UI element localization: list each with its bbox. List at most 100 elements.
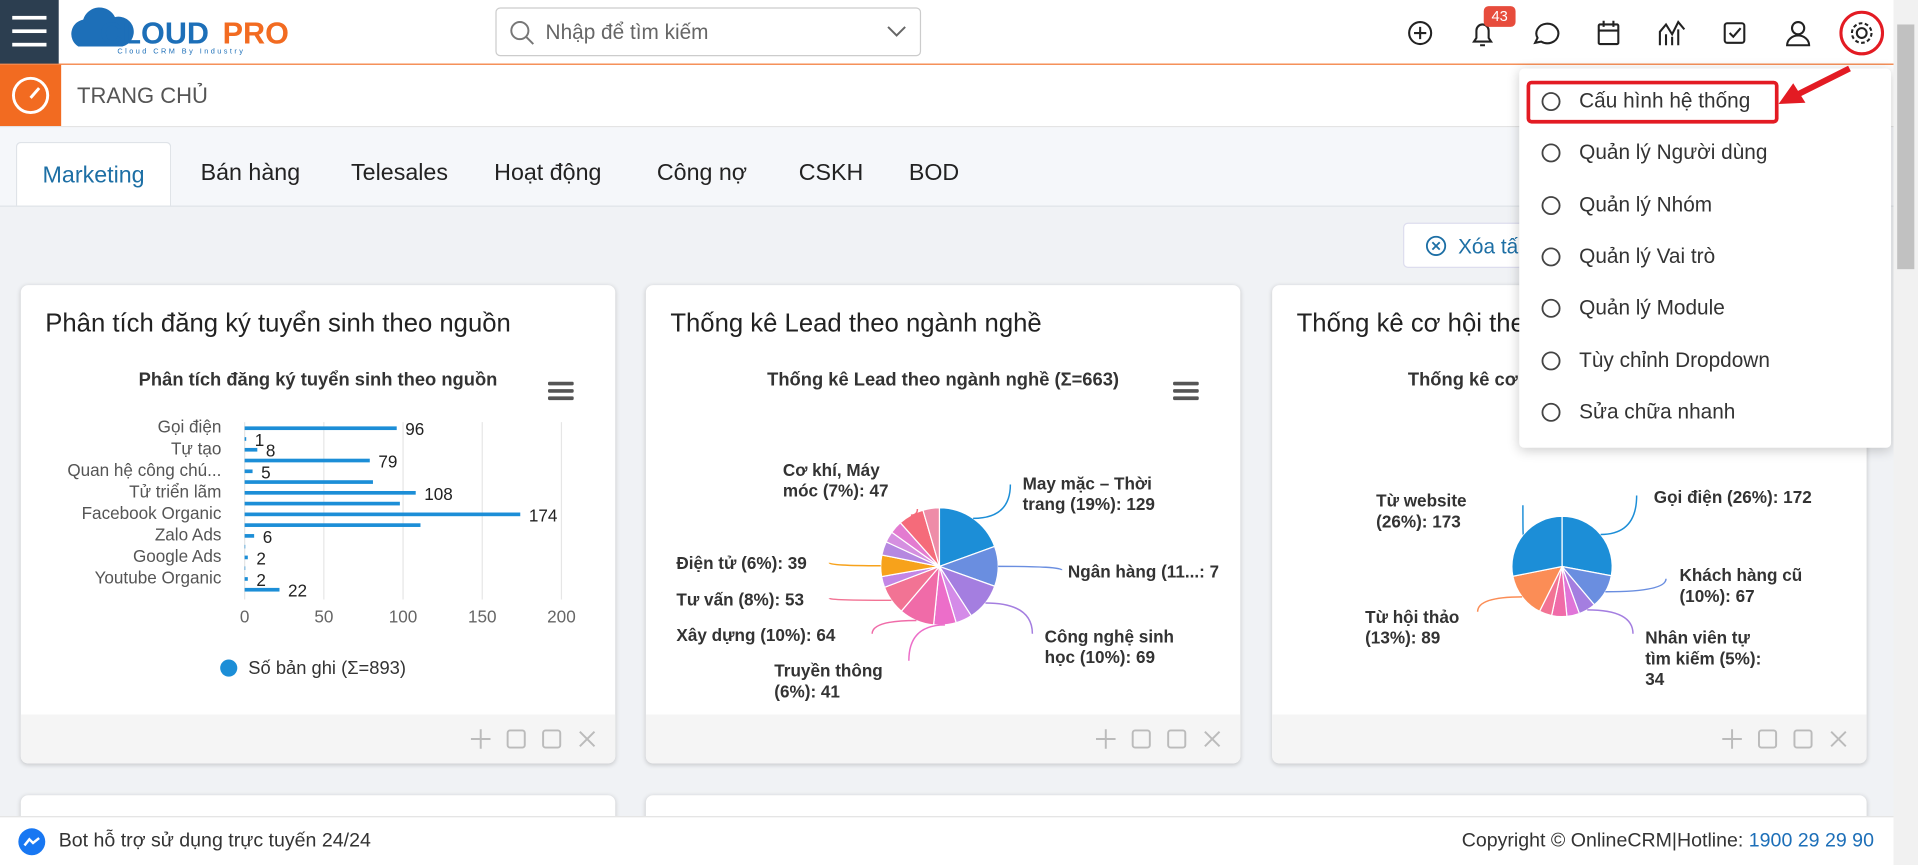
refresh-icon[interactable] (1793, 729, 1813, 749)
leader-line (1600, 495, 1638, 536)
menu-item[interactable]: Cấu hình hệ thống (1579, 89, 1751, 113)
menu-item[interactable]: Sửa chữa nhanh (1579, 399, 1736, 424)
icon-shape (1204, 730, 1221, 748)
bar (244, 566, 246, 571)
edit-icon[interactable] (1757, 729, 1778, 749)
edit-icon[interactable] (506, 729, 526, 749)
pie-label: Ngân hàng (11...: 7 (1067, 561, 1219, 582)
menu-item[interactable]: Tùy chỉnh Dropdown (1579, 348, 1770, 372)
refresh-icon[interactable] (1167, 729, 1187, 749)
tab[interactable]: Marketing (15, 141, 172, 206)
search-icon (510, 21, 535, 45)
bar (244, 501, 400, 506)
logo-cloud: CLOUD (100, 17, 209, 51)
icon-shape (1131, 729, 1151, 749)
search-box[interactable]: Nhập để tìm kiếm (495, 7, 922, 57)
notification-icon[interactable] (1472, 23, 1494, 47)
scrollbar[interactable] (1893, 0, 1918, 865)
pie-slice (938, 507, 996, 568)
tab[interactable]: Công nợ (656, 160, 748, 186)
dropdown-caret (887, 26, 906, 37)
icon-shape (1167, 729, 1187, 749)
task-icon[interactable] (1723, 22, 1746, 44)
leader-line (1587, 609, 1634, 634)
menu-toggle[interactable] (0, 0, 59, 64)
chart: Phân tích đăng ký tuyển sinh theo nguồn 0… (67, 368, 575, 678)
widget-title: Thống kê Lead theo ngành nghề (670, 309, 1042, 338)
menu-icon (1541, 299, 1561, 319)
notification-count: 43 (1491, 9, 1507, 25)
chart: Thống kê Lead theo ngành nghề (Σ=663) (767, 368, 1199, 661)
move-icon[interactable] (1095, 729, 1116, 749)
leader-line (908, 624, 945, 661)
logo-pro: PRO (223, 17, 289, 51)
move-icon[interactable] (470, 729, 491, 749)
x-tick-label: 150 (468, 607, 497, 626)
leader-line (1476, 596, 1523, 612)
close-icon[interactable] (1830, 730, 1847, 748)
leader-line (828, 597, 892, 602)
bot-text[interactable]: Bot hỗ trợ sử dụng trực tuyến 24/24 (58, 830, 371, 852)
icon-shape (1173, 389, 1199, 393)
logo-tagline: Cloud CRM By Industry (117, 46, 245, 55)
bar (244, 555, 248, 560)
tab[interactable]: Hoạt động (494, 160, 602, 186)
x-tick-label: 100 (389, 607, 418, 626)
notification-badge (1483, 6, 1516, 27)
y-tick-label: Tự tạo (171, 439, 221, 458)
leader-line (1605, 578, 1667, 593)
chat-icon[interactable] (1533, 22, 1560, 45)
tab[interactable]: Bán hàng (200, 160, 301, 186)
y-tick-label: Zalo Ads (155, 525, 222, 544)
pie-label: Công nghệ sinh học (10%): 69 (1044, 626, 1174, 667)
tab[interactable]: CSKH (798, 160, 864, 186)
y-tick-label: Facebook Organic (82, 504, 222, 523)
add-icon[interactable] (1408, 20, 1433, 46)
settings-icon[interactable] (1850, 22, 1873, 44)
y-tick-label: Youtube Organic (95, 568, 222, 587)
menu-item[interactable]: Quản lý Vai trò (1579, 244, 1716, 268)
pie-label: Từ website (26%): 173 (1376, 490, 1467, 531)
toolbar-icons (1722, 729, 1847, 749)
bar (244, 577, 248, 581)
icon-shape (547, 389, 574, 393)
refresh-icon[interactable] (542, 729, 562, 749)
move-icon[interactable] (1722, 729, 1742, 749)
chart: Thống kê cơ (1408, 368, 1667, 634)
icon-shape (1541, 92, 1561, 112)
close-icon[interactable] (579, 730, 596, 748)
bar (244, 437, 247, 441)
x-tick-label: 0 (240, 607, 250, 626)
bar (244, 534, 255, 538)
widget-toolbar (20, 714, 616, 764)
menu-highlight (1526, 80, 1779, 124)
user-icon[interactable] (1786, 20, 1811, 47)
calendar-icon[interactable] (1597, 20, 1620, 46)
bar (244, 544, 246, 549)
messenger-icon[interactable] (17, 827, 46, 856)
legend-marker (220, 659, 238, 677)
menu-icon (1541, 143, 1561, 163)
edit-icon[interactable] (1131, 729, 1151, 749)
chart-menu[interactable] (1173, 381, 1199, 401)
bar (244, 480, 373, 484)
tab[interactable]: BOD (908, 160, 960, 186)
logo[interactable]: CLOUD PRO Cloud CRM By Industry (68, 5, 300, 59)
menu-item[interactable]: Quản lý Module (1579, 296, 1725, 320)
menu-item[interactable]: Quản lý Người dùng (1579, 141, 1768, 165)
widget-card: Phân tích đăng ký tuyển sinh theo nguồn P… (20, 285, 616, 764)
scrollbar-thumb[interactable] (1897, 24, 1915, 270)
bar (244, 490, 416, 495)
breadcrumb: TRANG CHỦ (77, 83, 208, 108)
chart-menu[interactable] (547, 381, 574, 401)
pie-label: Gọi điện (26%): 172 (1653, 486, 1812, 507)
icon-shape (1793, 729, 1813, 749)
pointer-arrow (1778, 65, 1851, 104)
close-icon[interactable] (1204, 730, 1221, 748)
report-icon[interactable] (1658, 20, 1686, 46)
hotline[interactable]: 1900 29 29 90 (1748, 830, 1874, 852)
menu-item[interactable]: Quản lý Nhóm (1579, 192, 1713, 217)
copyright: Copyright © OnlineCRM|Hotline: 1900 29 2… (1462, 831, 1874, 853)
pie-label: Khách hàng cũ (10%): 67 (1679, 565, 1803, 606)
tab[interactable]: Telesales (351, 160, 448, 186)
